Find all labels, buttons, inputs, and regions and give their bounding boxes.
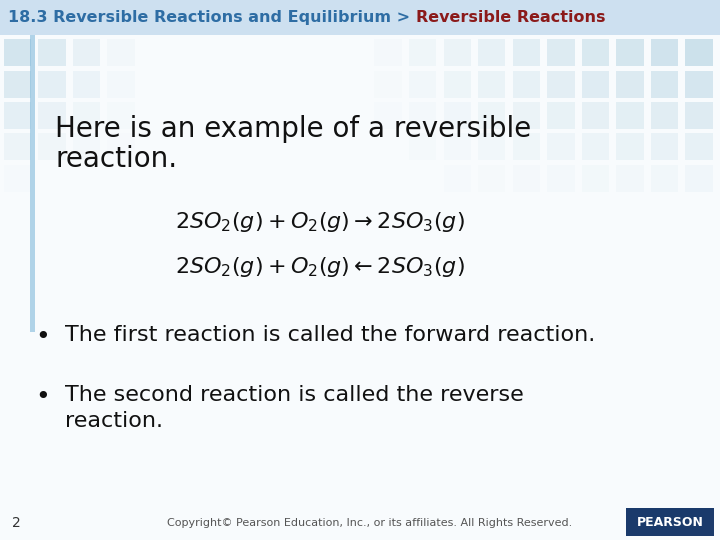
FancyBboxPatch shape (582, 133, 609, 160)
Text: Here is an example of a reversible: Here is an example of a reversible (55, 115, 531, 143)
FancyBboxPatch shape (685, 133, 713, 160)
FancyBboxPatch shape (4, 133, 31, 160)
Text: 18.3 Reversible Reactions and Equilibrium >: 18.3 Reversible Reactions and Equilibriu… (8, 10, 415, 25)
Text: The first reaction is called the forward reaction.: The first reaction is called the forward… (65, 325, 595, 345)
FancyBboxPatch shape (616, 165, 644, 192)
Text: $2SO_2(g) + O_2(g) \leftarrow 2SO_3(g)$: $2SO_2(g) + O_2(g) \leftarrow 2SO_3(g)$ (175, 255, 464, 279)
FancyBboxPatch shape (409, 71, 436, 98)
FancyBboxPatch shape (513, 133, 540, 160)
FancyBboxPatch shape (409, 39, 436, 66)
FancyBboxPatch shape (651, 39, 678, 66)
FancyBboxPatch shape (4, 71, 31, 98)
FancyBboxPatch shape (651, 71, 678, 98)
FancyBboxPatch shape (651, 133, 678, 160)
FancyBboxPatch shape (547, 165, 575, 192)
FancyBboxPatch shape (409, 102, 436, 129)
FancyBboxPatch shape (107, 39, 135, 66)
Text: •: • (35, 385, 50, 409)
Text: $2SO_2(g) + O_2(g) \rightarrow 2SO_3(g)$: $2SO_2(g) + O_2(g) \rightarrow 2SO_3(g)$ (175, 210, 464, 234)
FancyBboxPatch shape (73, 71, 100, 98)
FancyBboxPatch shape (547, 71, 575, 98)
FancyBboxPatch shape (30, 35, 35, 332)
FancyBboxPatch shape (582, 39, 609, 66)
FancyBboxPatch shape (685, 165, 713, 192)
FancyBboxPatch shape (651, 165, 678, 192)
FancyBboxPatch shape (4, 39, 31, 66)
Text: •: • (35, 325, 50, 349)
FancyBboxPatch shape (685, 71, 713, 98)
FancyBboxPatch shape (4, 102, 31, 129)
FancyBboxPatch shape (38, 39, 66, 66)
FancyBboxPatch shape (478, 39, 505, 66)
FancyBboxPatch shape (444, 102, 471, 129)
FancyBboxPatch shape (38, 71, 66, 98)
FancyBboxPatch shape (444, 39, 471, 66)
FancyBboxPatch shape (478, 71, 505, 98)
FancyBboxPatch shape (616, 133, 644, 160)
FancyBboxPatch shape (582, 165, 609, 192)
FancyBboxPatch shape (38, 102, 66, 129)
FancyBboxPatch shape (616, 102, 644, 129)
FancyBboxPatch shape (73, 133, 100, 160)
Text: reaction.: reaction. (55, 145, 177, 173)
FancyBboxPatch shape (626, 508, 714, 536)
FancyBboxPatch shape (444, 133, 471, 160)
Text: Copyright© Pearson Education, Inc., or its affiliates. All Rights Reserved.: Copyright© Pearson Education, Inc., or i… (167, 518, 572, 528)
FancyBboxPatch shape (582, 71, 609, 98)
FancyBboxPatch shape (616, 71, 644, 98)
Text: The second reaction is called the reverse: The second reaction is called the revers… (65, 385, 523, 405)
FancyBboxPatch shape (0, 0, 720, 35)
FancyBboxPatch shape (685, 39, 713, 66)
FancyBboxPatch shape (685, 102, 713, 129)
FancyBboxPatch shape (616, 39, 644, 66)
FancyBboxPatch shape (107, 71, 135, 98)
FancyBboxPatch shape (513, 71, 540, 98)
Text: Reversible Reactions: Reversible Reactions (415, 10, 606, 25)
Text: reaction.: reaction. (65, 411, 163, 431)
Text: 2: 2 (12, 516, 21, 530)
FancyBboxPatch shape (73, 39, 100, 66)
FancyBboxPatch shape (513, 102, 540, 129)
FancyBboxPatch shape (38, 133, 66, 160)
FancyBboxPatch shape (444, 71, 471, 98)
Text: PEARSON: PEARSON (636, 516, 703, 529)
FancyBboxPatch shape (547, 133, 575, 160)
FancyBboxPatch shape (73, 102, 100, 129)
FancyBboxPatch shape (582, 102, 609, 129)
FancyBboxPatch shape (478, 133, 505, 160)
FancyBboxPatch shape (478, 102, 505, 129)
FancyBboxPatch shape (513, 39, 540, 66)
FancyBboxPatch shape (547, 39, 575, 66)
FancyBboxPatch shape (651, 102, 678, 129)
FancyBboxPatch shape (547, 102, 575, 129)
FancyBboxPatch shape (0, 35, 720, 540)
